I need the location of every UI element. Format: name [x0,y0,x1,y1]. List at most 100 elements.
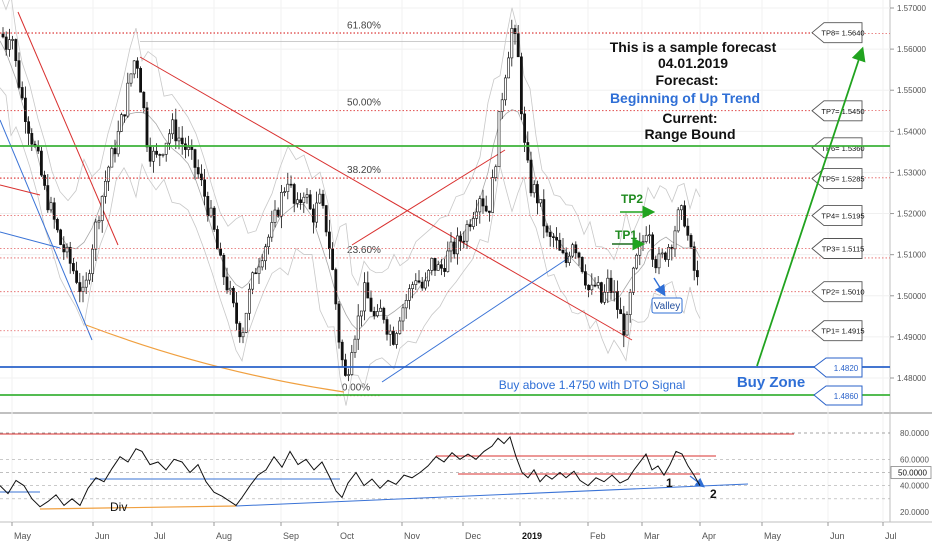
candle [369,290,373,313]
candle [542,189,546,239]
candle [411,281,415,299]
candle [72,257,75,275]
candle [398,316,402,335]
osc-tick-label: 20.0000 [900,508,929,517]
forecast-value: Beginning of Up Trend [610,90,760,106]
candle [257,257,261,285]
candle [382,306,386,324]
candle [94,218,98,262]
candle [180,126,184,155]
osc-arrow [689,475,705,488]
candle [625,311,629,336]
candle [123,114,127,123]
candle [436,260,440,271]
candle [427,269,431,287]
time-tick-label: Jul [885,531,897,541]
time-tick-label: Sep [283,531,299,541]
trend-red-3 [351,149,506,246]
candle [587,284,591,298]
candle [545,223,549,237]
price-tick-label: 1.54000 [897,127,926,136]
valley-arrow [653,277,666,297]
price-tick-label: 1.52000 [897,210,926,219]
candle [577,251,581,266]
candle [455,227,459,265]
candle [516,25,520,58]
candle [139,66,143,93]
candle [225,267,229,294]
candle [484,195,488,213]
candle [679,204,683,221]
divergence-label: Div [110,500,127,514]
candle [356,304,360,350]
candle [100,195,104,233]
candle [126,72,130,118]
tp-callout: TP7= 1.5450 [811,100,865,122]
candle [519,52,523,121]
candle [49,196,53,213]
tp-callout: TP1= 1.4915 [811,320,865,342]
candle [363,272,367,321]
trend-red-2 [139,56,633,341]
price-tick-label: 1.48000 [897,374,926,383]
candle [475,199,479,227]
candle [695,260,699,286]
candle [523,106,527,152]
candle [321,189,325,209]
candle [446,241,450,273]
price-axis: 1.57000 1.56000 1.55000 1.54000 1.53000 1.520… [890,4,926,383]
candle [23,86,27,134]
time-tick-label: Nov [404,531,421,541]
candle [478,195,482,224]
candle [663,251,667,262]
osc-point-2-label: 2 [710,487,717,501]
candle [193,148,197,180]
candle [39,146,43,178]
candle [657,247,661,275]
candle [55,217,59,233]
candle [433,258,437,276]
candle [30,128,34,151]
candle [609,270,613,300]
time-tick-label: May [764,531,782,541]
candle [110,145,114,168]
osc-current-box [890,466,932,479]
candle [628,288,632,323]
candle [43,170,47,190]
candle [462,231,466,249]
tp-callout-text: TP4= 1.5195 [821,212,864,221]
candle [136,57,139,79]
candle [11,35,15,50]
current-value: Range Bound [645,126,736,142]
candle [423,272,427,291]
time-tick-label: Jun [830,531,845,541]
candle [619,297,623,315]
candle [500,92,504,120]
trend-red-4 [0,184,41,196]
valley-label: Valley [654,301,681,312]
candle [84,272,88,295]
fib-label: 50.00% [347,97,381,108]
candle [558,232,562,251]
candle [152,147,155,173]
candle [260,254,264,271]
candle [305,188,309,204]
candle [145,101,149,153]
candle [219,242,223,256]
candle [190,139,194,160]
candle [241,327,245,344]
candle [375,304,379,318]
candle [660,248,664,258]
candle [593,277,597,288]
time-tick-label: Oct [340,531,355,541]
candle [401,304,405,332]
candle [359,310,363,327]
osc-support-line [235,483,749,507]
candle [340,339,344,368]
candle [113,139,117,163]
candle [631,266,635,295]
candle [353,335,357,358]
candle [596,276,600,289]
candle [404,293,408,319]
